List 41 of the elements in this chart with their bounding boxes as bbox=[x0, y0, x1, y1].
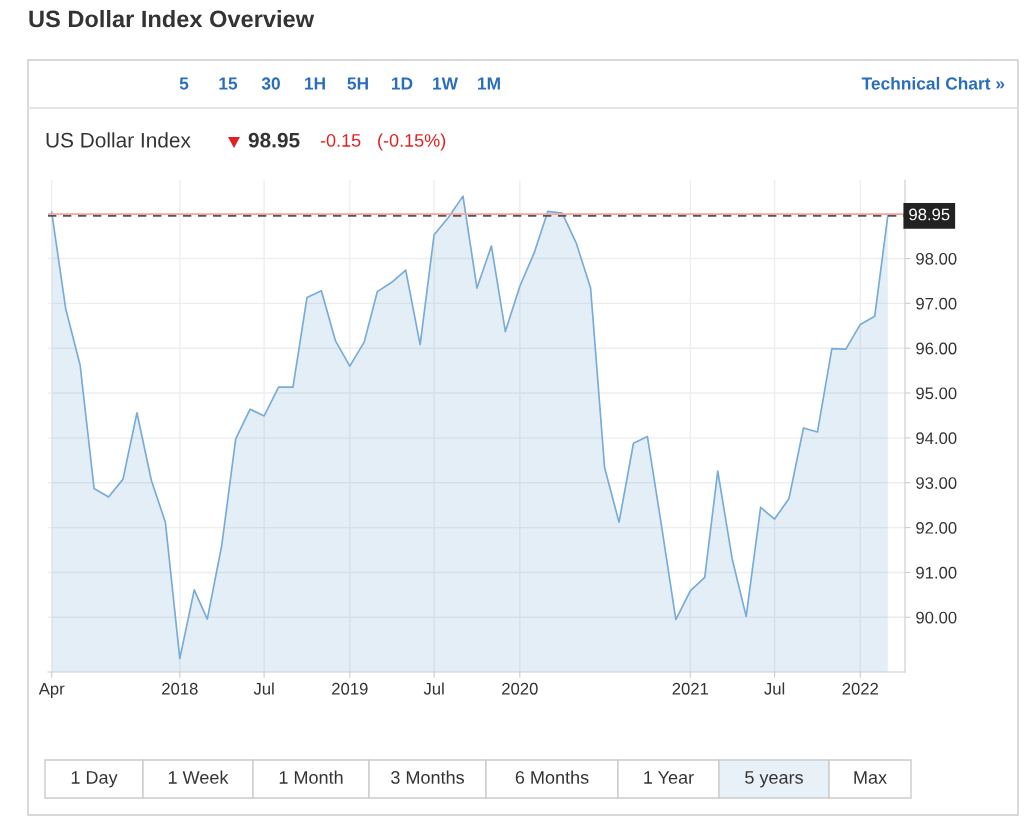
x-tick-label: Jul bbox=[764, 682, 785, 695]
chart-title: US Dollar Index Overview bbox=[29, 10, 315, 28]
x-tick-label: 2019 bbox=[332, 682, 368, 695]
x-tick-label: Jul bbox=[423, 682, 444, 695]
x-tick-label: Apr bbox=[38, 683, 65, 698]
x-tick-label: 2021 bbox=[672, 682, 709, 695]
y-tick-label: 94.00 bbox=[916, 432, 957, 445]
text: 30 bbox=[261, 77, 280, 90]
y-tick-label: 98.00 bbox=[916, 252, 957, 265]
text: 1D bbox=[392, 77, 413, 90]
text: 1M bbox=[478, 77, 500, 90]
text: -0.15 bbox=[320, 134, 361, 147]
text: 1 Month bbox=[279, 770, 343, 784]
text: 3 Months bbox=[391, 770, 464, 784]
text: 5 years bbox=[745, 771, 803, 788]
text: 1 Week bbox=[168, 770, 229, 784]
text: 15 bbox=[219, 77, 238, 90]
text: 1H bbox=[305, 77, 325, 90]
text: Max bbox=[854, 771, 887, 784]
text: 1W bbox=[433, 77, 458, 90]
text: 1 Year bbox=[644, 771, 694, 784]
y-tick-label: 90.00 bbox=[916, 611, 957, 624]
y-tick-label: 95.00 bbox=[916, 387, 957, 400]
x-tick-label: Jul bbox=[253, 682, 274, 695]
text: Technical Chart » bbox=[861, 76, 1005, 90]
x-tick-label: 2018 bbox=[162, 682, 198, 695]
y-tick-label: 91.00 bbox=[916, 566, 957, 579]
y-tick-label: 97.00 bbox=[916, 297, 957, 310]
text: 98.95 bbox=[248, 132, 300, 148]
y-tick-label: 96.00 bbox=[916, 342, 957, 355]
chart-subtitle: US Dollar Index bbox=[46, 132, 191, 148]
y-tick-label: 92.00 bbox=[916, 521, 957, 534]
text: 1 Day bbox=[71, 771, 118, 788]
text: 5 bbox=[179, 77, 189, 90]
text: 6 Months bbox=[515, 770, 589, 784]
text: (-0.15%) bbox=[378, 133, 446, 151]
x-tick-label: 2022 bbox=[842, 682, 878, 695]
text: 5H bbox=[347, 77, 368, 90]
y-tick-label: 93.00 bbox=[916, 477, 957, 489]
x-tick-label: 2020 bbox=[502, 682, 538, 695]
ref-line-label: 98.95 bbox=[909, 208, 950, 221]
